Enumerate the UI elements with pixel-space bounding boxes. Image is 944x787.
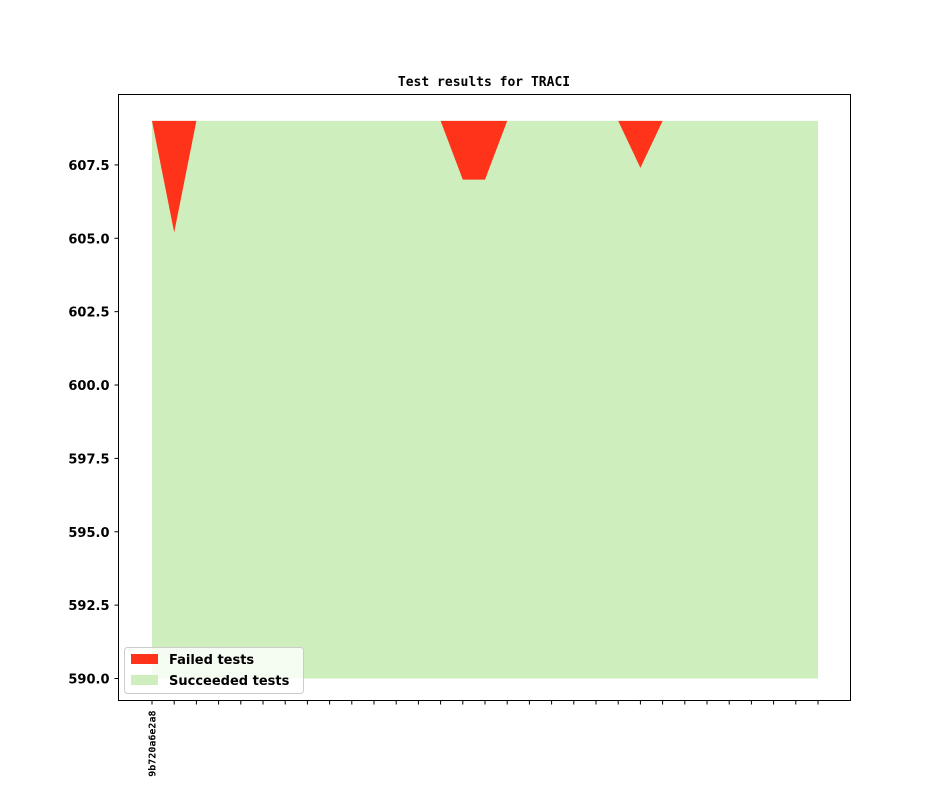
y-tick-label: 592.5 <box>68 599 109 614</box>
y-axis: 590.0 592.5 595.0 597.5 600.0 602.5 605.0 607.5 <box>68 159 119 687</box>
chart-title: Test results for TRACI <box>398 75 570 90</box>
legend-label-succeeded: Succeeded tests <box>169 674 290 689</box>
y-tick-label: 590.0 <box>68 672 109 687</box>
y-tick-label: 595.0 <box>68 526 109 541</box>
y-tick-label: 605.0 <box>68 232 109 247</box>
legend-swatch-failed <box>131 654 158 664</box>
legend-box <box>124 647 304 694</box>
failed-area <box>152 120 818 233</box>
x-tick-label: 9b720a6e2a8 <box>148 711 159 777</box>
legend: Failed tests Succeeded tests <box>124 647 304 694</box>
area-fills <box>152 120 818 679</box>
x-axis: 9b720a6e2a8 <box>148 700 819 777</box>
plot-area <box>118 94 851 701</box>
succeeded-area <box>152 120 818 679</box>
y-tick-label: 600.0 <box>68 379 109 394</box>
y-tick-label: 597.5 <box>68 452 109 467</box>
y-tick-label: 602.5 <box>68 306 109 321</box>
y-tick-label: 607.5 <box>68 159 109 174</box>
legend-swatch-succeeded <box>131 675 158 685</box>
legend-label-failed: Failed tests <box>169 653 254 668</box>
